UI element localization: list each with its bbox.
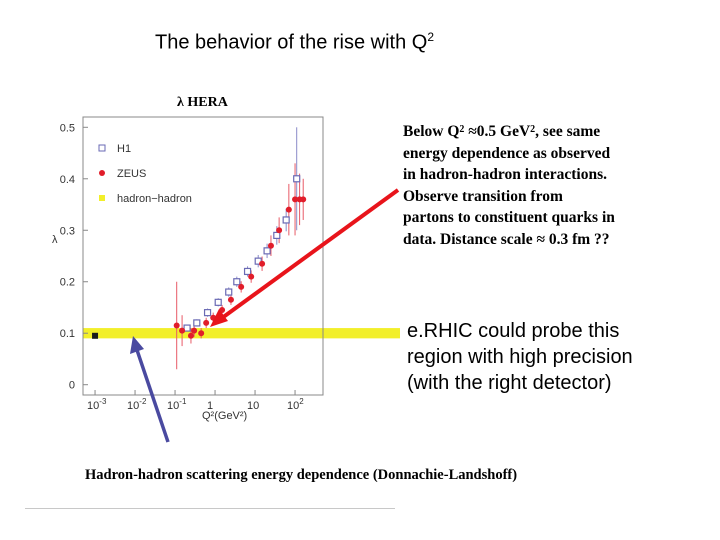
note-below-q2: Below Q2 ≈0.5 GeV2, see same energy depe… bbox=[403, 121, 703, 250]
slide-title: The behavior of the rise with Q2 bbox=[155, 30, 435, 54]
h1-point bbox=[243, 267, 252, 276]
y-tick-label: 0.1 bbox=[60, 328, 75, 340]
plot-frame bbox=[82, 116, 324, 396]
h1-point bbox=[273, 231, 281, 240]
x-tick-label: 10-1 bbox=[167, 397, 187, 412]
zeus-point bbox=[191, 327, 198, 334]
red-arrow-shaft bbox=[220, 188, 400, 320]
zeus-point bbox=[238, 283, 245, 290]
note-line-1: Below Q2 ≈0.5 GeV2, see same bbox=[403, 123, 601, 140]
h1-point bbox=[214, 298, 222, 306]
note-erhic: e.RHIC could probe this region with high… bbox=[407, 318, 707, 396]
x-tick-label: 10 bbox=[247, 400, 259, 412]
zeus-point bbox=[276, 227, 283, 234]
h1-point bbox=[225, 288, 233, 296]
y-tick-label: 0 bbox=[69, 380, 75, 392]
legend-band-marker bbox=[99, 195, 105, 201]
note-line-6: data. Distance scale ≈ 0.3 fm ?? bbox=[403, 230, 610, 248]
h1-point bbox=[263, 247, 271, 255]
blue-arrow-head bbox=[130, 336, 144, 354]
footer-rule bbox=[25, 508, 395, 509]
legend-h1-marker bbox=[98, 144, 106, 152]
y-tick-label: 0.5 bbox=[60, 122, 75, 134]
note-line-2: energy dependence as observed bbox=[403, 144, 611, 162]
zeus-point bbox=[198, 330, 205, 337]
note-line-3: in hadron-hadron interactions. bbox=[403, 166, 607, 183]
blue-arrow-shaft bbox=[135, 349, 170, 443]
h1-point bbox=[293, 175, 301, 183]
h1-point bbox=[203, 309, 212, 317]
erhic-line-1: e.RHIC could probe this bbox=[407, 320, 620, 342]
hadron-hadron-band bbox=[83, 328, 400, 339]
h1-point bbox=[233, 278, 241, 286]
erhic-line-2: region with high precision bbox=[407, 346, 633, 368]
h1-point bbox=[282, 216, 290, 224]
zeus-point bbox=[267, 242, 274, 249]
erhic-line-3: (with the right detector) bbox=[407, 372, 612, 394]
zeus-point bbox=[203, 319, 210, 326]
x-axis-label: Q²(GeV²) bbox=[202, 410, 247, 422]
y-tick-label: 0.3 bbox=[60, 225, 75, 237]
zeus-point bbox=[187, 332, 194, 339]
zeus-point bbox=[173, 322, 180, 329]
zeus-point bbox=[285, 206, 292, 213]
x-tick-label: 10-2 bbox=[127, 397, 147, 412]
x-tick-label: 102 bbox=[287, 397, 304, 412]
zeus-point bbox=[179, 327, 186, 334]
y-tick-label: 0.4 bbox=[60, 174, 75, 186]
x-tick-label: 1 bbox=[207, 400, 213, 412]
zeus-point bbox=[248, 273, 255, 280]
legend-label: H1 bbox=[117, 143, 131, 155]
legend-zeus-marker bbox=[99, 170, 105, 176]
zeus-point bbox=[227, 296, 234, 303]
y-axis-label: λ bbox=[52, 234, 58, 246]
legend-label: hadron−hadron bbox=[117, 193, 192, 205]
caption-donnachie-landshoff: Hadron-hadron scattering energy dependen… bbox=[85, 467, 518, 483]
zeus-point bbox=[292, 196, 299, 203]
note-line-4: Observe transition from bbox=[403, 187, 563, 205]
h1-point bbox=[193, 319, 201, 327]
hadron-point bbox=[92, 332, 99, 339]
hera-label: λ HERA bbox=[177, 95, 228, 110]
title-superscript: 2 bbox=[427, 30, 435, 44]
x-tick-label: 10-3 bbox=[87, 397, 107, 412]
note-line-5: partons to constituent quarks in bbox=[403, 209, 615, 226]
y-tick-label: 0.2 bbox=[60, 277, 75, 289]
h1-point bbox=[183, 324, 191, 332]
legend-label: ZEUS bbox=[117, 168, 146, 180]
red-arrow-head bbox=[210, 309, 228, 327]
zeus-point bbox=[300, 196, 307, 203]
zeus-point bbox=[259, 260, 266, 267]
